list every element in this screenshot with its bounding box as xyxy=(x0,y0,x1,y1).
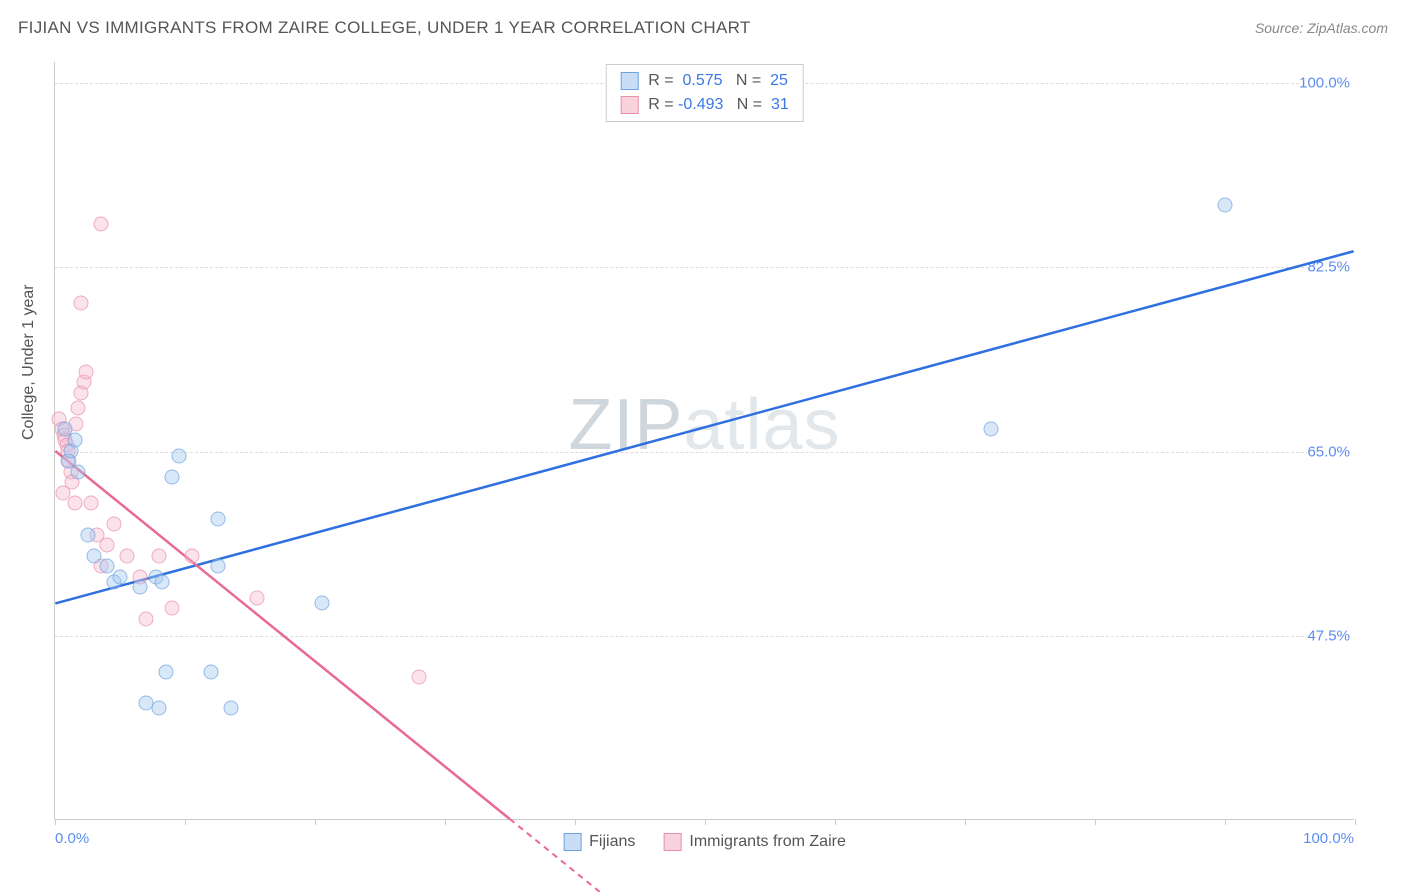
scatter-point xyxy=(67,433,82,448)
legend-label: Immigrants from Zaire xyxy=(689,833,845,851)
legend-stats-row-zaire: R = -0.493 N = 31 xyxy=(620,93,789,117)
scatter-point xyxy=(165,469,180,484)
scatter-point xyxy=(80,527,95,542)
x-tick xyxy=(55,819,56,825)
scatter-point xyxy=(139,611,154,626)
swatch-icon xyxy=(620,96,638,114)
x-tick xyxy=(965,819,966,825)
r-label: R = xyxy=(648,96,678,113)
scatter-point xyxy=(100,559,115,574)
scatter-point xyxy=(210,511,225,526)
scatter-point xyxy=(171,448,186,463)
swatch-icon xyxy=(663,833,681,851)
scatter-point xyxy=(79,364,94,379)
legend-series: Fijians Immigrants from Zaire xyxy=(563,833,846,851)
scatter-point xyxy=(152,701,167,716)
scatter-point xyxy=(71,464,86,479)
scatter-point xyxy=(84,496,99,511)
legend-item-zaire: Immigrants from Zaire xyxy=(663,833,845,851)
scatter-point xyxy=(184,548,199,563)
title-bar: FIJIAN VS IMMIGRANTS FROM ZAIRE COLLEGE,… xyxy=(18,18,1388,38)
scatter-point xyxy=(204,664,219,679)
scatter-point xyxy=(249,590,264,605)
scatter-point xyxy=(119,548,134,563)
x-tick xyxy=(445,819,446,825)
scatter-point xyxy=(93,217,108,232)
x-tick xyxy=(185,819,186,825)
legend-stats-row-fijians: R = 0.575 N = 25 xyxy=(620,69,789,93)
scatter-point xyxy=(152,548,167,563)
swatch-icon xyxy=(620,72,638,90)
x-tick xyxy=(705,819,706,825)
trend-line xyxy=(55,251,1353,603)
swatch-icon xyxy=(563,833,581,851)
scatter-point xyxy=(132,580,147,595)
x-tick xyxy=(1355,819,1356,825)
n-label: N = xyxy=(737,96,767,113)
source-attribution: Source: ZipAtlas.com xyxy=(1255,20,1388,36)
source-prefix: Source: xyxy=(1255,20,1307,36)
x-axis-min-label: 0.0% xyxy=(55,830,89,847)
trend-lines xyxy=(55,62,1354,819)
plot-area: ZIPatlas 47.5%65.0%82.5%100.0% R = 0.575… xyxy=(54,62,1354,820)
x-tick xyxy=(1225,819,1226,825)
trend-line xyxy=(55,451,509,819)
scatter-point xyxy=(106,517,121,532)
scatter-point xyxy=(100,538,115,553)
legend-stats: R = 0.575 N = 25 R = -0.493 N = 31 xyxy=(605,64,804,122)
chart-title: FIJIAN VS IMMIGRANTS FROM ZAIRE COLLEGE,… xyxy=(18,18,751,38)
scatter-point xyxy=(412,669,427,684)
scatter-point xyxy=(71,401,86,416)
scatter-point xyxy=(113,569,128,584)
scatter-point xyxy=(158,664,173,679)
n-label: N = xyxy=(736,72,766,89)
scatter-point xyxy=(74,296,89,311)
x-tick xyxy=(1095,819,1096,825)
n-value: 31 xyxy=(771,96,789,113)
n-value: 25 xyxy=(770,72,788,89)
scatter-point xyxy=(154,575,169,590)
source-name: ZipAtlas.com xyxy=(1307,20,1388,36)
legend-item-fijians: Fijians xyxy=(563,833,635,851)
x-tick xyxy=(575,819,576,825)
scatter-point xyxy=(314,596,329,611)
scatter-point xyxy=(984,422,999,437)
scatter-point xyxy=(87,548,102,563)
x-tick xyxy=(315,819,316,825)
trend-line xyxy=(510,819,601,892)
r-value: 0.575 xyxy=(682,72,722,89)
scatter-point xyxy=(67,496,82,511)
scatter-point xyxy=(165,601,180,616)
x-tick xyxy=(835,819,836,825)
scatter-point xyxy=(223,701,238,716)
scatter-point xyxy=(55,485,70,500)
legend-label: Fijians xyxy=(589,833,635,851)
y-axis-label: College, Under 1 year xyxy=(20,284,38,440)
r-value: -0.493 xyxy=(678,96,723,113)
x-axis-max-label: 100.0% xyxy=(1303,830,1354,847)
scatter-point xyxy=(1218,198,1233,213)
scatter-point xyxy=(210,559,225,574)
r-label: R = xyxy=(648,72,678,89)
